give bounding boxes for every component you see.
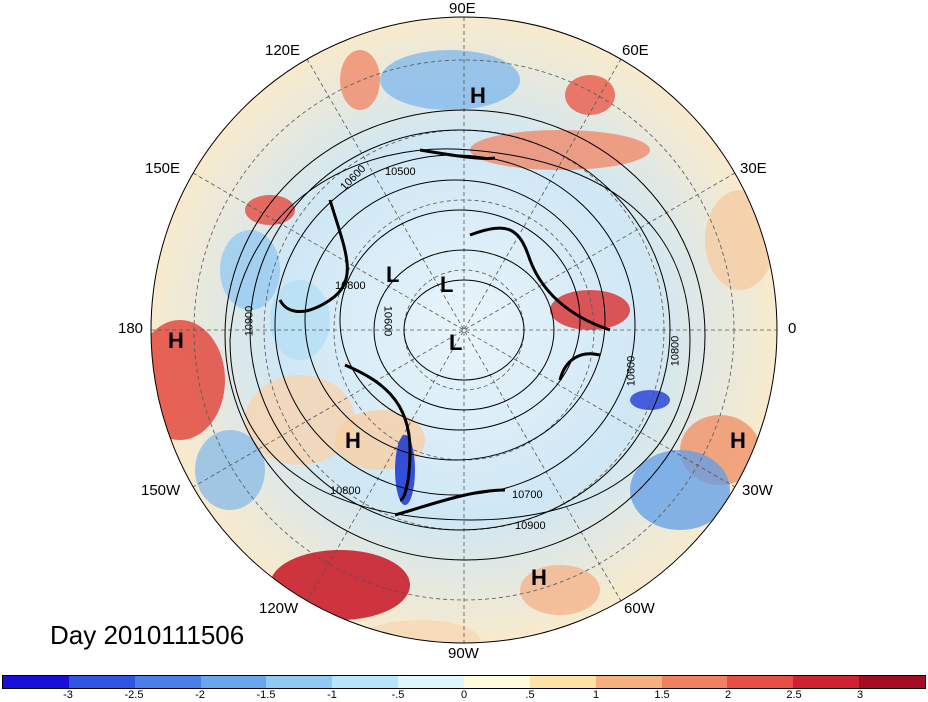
contour-label: 10900 [243, 305, 256, 337]
high-pressure-label: H [531, 565, 547, 590]
colorbar-cell [727, 676, 794, 688]
lon-label-30e: 30E [740, 160, 767, 177]
colorbar-tick-label: -2 [195, 689, 205, 701]
low-pressure-label: L [440, 272, 454, 297]
colorbar-cell [332, 676, 399, 688]
lon-label-120w: 120W [259, 600, 299, 617]
contour-label: 10700 [512, 489, 543, 501]
lon-label-180: 180 [118, 320, 144, 337]
colorbar [2, 675, 926, 689]
colorbar-tick-label: -3 [63, 689, 73, 701]
colorbar-cell [398, 676, 465, 688]
contour-label: 10800 [330, 485, 361, 497]
contour-label: 10900 [515, 520, 546, 532]
graticule [151, 17, 777, 643]
colorbar-cell [793, 676, 860, 688]
colorbar-cell [859, 676, 926, 688]
colorbar-tick-label: 3 [856, 689, 864, 701]
low-pressure-label: L [386, 262, 400, 287]
high-pressure-label: H [168, 328, 184, 353]
contour-label: 10800 [669, 335, 682, 367]
colorbar-tick-label: 2 [724, 689, 732, 701]
colorbar-cell [200, 676, 267, 688]
colorbar-tick-label: -.5 [391, 689, 405, 701]
contour-label: 10600 [381, 305, 394, 337]
low-pressure-label: L [449, 330, 463, 355]
lon-label-90w: 90W [448, 645, 479, 662]
anomaly-field [151, 17, 777, 643]
height-contours [224, 109, 706, 561]
high-pressure-label: H [470, 83, 486, 108]
lon-label-150e: 150E [145, 160, 181, 177]
lon-label-0: 0 [788, 320, 797, 337]
colorbar-cell [68, 676, 135, 688]
map-boundary [150, 16, 778, 644]
lon-label-60e: 60E [622, 42, 649, 59]
lon-label-120e: 120E [265, 42, 301, 59]
colorbar-cell [595, 676, 662, 688]
colorbar-tick-label: 2.5 [786, 689, 802, 701]
colorbar-tick-label: -2.5 [124, 689, 144, 701]
colorbar-cell [661, 676, 728, 688]
colorbar-tick-label: 1.5 [654, 689, 670, 701]
lon-label-150w: 150W [141, 482, 181, 499]
colorbar-cell [266, 676, 333, 688]
contour-label: 10500 [385, 166, 416, 178]
lon-label-30w: 30W [742, 482, 773, 499]
colorbar-cell [134, 676, 201, 688]
colorbar-cell [464, 676, 530, 688]
colorbar-cell [3, 676, 69, 688]
contour-label: 10800 [335, 280, 366, 292]
lon-label-90e: 90E [449, 0, 476, 17]
colorbar-tick-label: 1 [592, 689, 600, 701]
colorbar-tick-label: 0 [460, 689, 468, 701]
contour-label: 10600 [625, 355, 638, 387]
high-pressure-label: H [345, 428, 361, 453]
lon-label-60w: 60W [624, 600, 655, 617]
jet-contours [278, 148, 611, 517]
colorbar-cell [529, 676, 596, 688]
date-label: Day 2010111506 [50, 620, 245, 650]
colorbar-tick-label: -1 [327, 689, 337, 701]
colorbar-tick-label: .5 [525, 689, 535, 701]
high-pressure-label: H [730, 428, 746, 453]
colorbar-tick-label: -1.5 [256, 689, 276, 701]
